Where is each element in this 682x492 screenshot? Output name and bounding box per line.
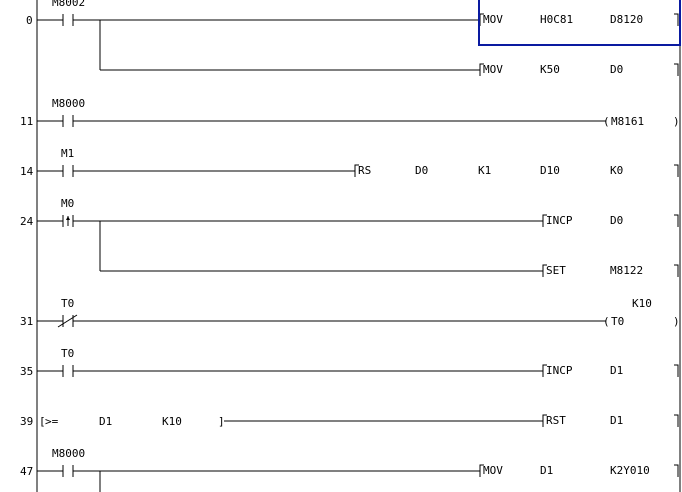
compare-bracket-left: [ bbox=[39, 415, 46, 428]
bracket-right bbox=[674, 464, 679, 477]
step-number: 35 bbox=[20, 365, 33, 378]
output-coil[interactable]: (T0) K10 bbox=[73, 297, 680, 328]
instruction-operand: D0 bbox=[415, 164, 428, 177]
step-number: 31 bbox=[20, 315, 33, 328]
rung-24[interactable]: 24 M0 INCP D0 SET M8122 bbox=[20, 197, 679, 277]
output-coil[interactable]: (M8161) bbox=[73, 115, 680, 128]
bracket-left bbox=[542, 364, 547, 377]
coil-right: ) bbox=[673, 315, 680, 328]
step-number: 47 bbox=[20, 465, 33, 478]
instruction-operand: K50 bbox=[540, 63, 560, 76]
bracket-right bbox=[674, 264, 679, 277]
instruction-incp[interactable]: INCP D0 bbox=[73, 214, 679, 271]
instruction-operand: M8122 bbox=[610, 264, 643, 277]
instruction-operand: D8120 bbox=[610, 13, 643, 26]
compare-operand: K10 bbox=[162, 415, 182, 428]
coil-left: ( bbox=[603, 115, 610, 128]
rung-11[interactable]: 11 M8000 (M8161) bbox=[20, 97, 680, 128]
step-number: 39 bbox=[20, 415, 33, 428]
contact-no-icon[interactable] bbox=[62, 14, 74, 26]
instruction-op: MOV bbox=[483, 13, 503, 26]
bracket-left bbox=[542, 214, 547, 227]
instruction-operand: D1 bbox=[540, 464, 553, 477]
rung-14[interactable]: 14 M1 RS D0 K1 D10 K0 bbox=[20, 147, 679, 178]
instruction-operand: K1 bbox=[478, 164, 491, 177]
rung-47[interactable]: 47 M8000 MOV D1 K2Y010 bbox=[20, 447, 679, 492]
bracket-left bbox=[542, 414, 547, 427]
instruction-mov[interactable]: MOV D1 K2Y010 bbox=[73, 464, 679, 492]
contact-label: M0 bbox=[61, 197, 74, 210]
instruction-set[interactable]: SET M8122 bbox=[99, 221, 679, 277]
bracket-right bbox=[674, 63, 679, 76]
bracket-left bbox=[479, 464, 484, 477]
rung-39[interactable]: 39 [>= D1 K10] RST D1 bbox=[20, 414, 679, 428]
contact-no-icon[interactable] bbox=[62, 165, 74, 177]
compare-operand: D1 bbox=[99, 415, 112, 428]
contact-no-icon[interactable] bbox=[62, 115, 74, 127]
instruction-operand: H0C81 bbox=[540, 13, 573, 26]
contact-rise-icon[interactable] bbox=[62, 215, 74, 227]
bracket-right bbox=[674, 364, 679, 377]
compare-bracket-right: ] bbox=[218, 415, 225, 428]
contact-no-icon[interactable] bbox=[62, 465, 74, 477]
coil-label: M8161 bbox=[611, 115, 644, 128]
instruction-operand: D10 bbox=[540, 164, 560, 177]
instruction-operand: K0 bbox=[610, 164, 623, 177]
rung-35[interactable]: 35 T0 INCP D1 bbox=[20, 347, 679, 378]
nc-slash bbox=[57, 314, 78, 328]
instruction-operand: D0 bbox=[610, 214, 623, 227]
bracket-left bbox=[479, 63, 484, 76]
contact-label: T0 bbox=[61, 347, 74, 360]
instruction-operand: D0 bbox=[610, 63, 623, 76]
step-number: 14 bbox=[20, 165, 34, 178]
timer-setting: K10 bbox=[632, 297, 652, 310]
coil-label: T0 bbox=[611, 315, 624, 328]
instruction-op: RS bbox=[358, 164, 371, 177]
instruction-incp[interactable]: INCP D1 bbox=[73, 364, 679, 377]
instruction-op: INCP bbox=[546, 214, 573, 227]
instruction-operand: D1 bbox=[610, 414, 623, 427]
instruction-op: SET bbox=[546, 264, 566, 277]
selection-cursor[interactable] bbox=[478, 0, 681, 46]
contact-label: T0 bbox=[61, 297, 74, 310]
compare-operator: >= bbox=[45, 415, 59, 428]
instruction-mov[interactable]: MOV H0C81 D8120 bbox=[73, 0, 681, 70]
instruction-rs[interactable]: RS D0 K1 D10 K0 bbox=[73, 164, 679, 177]
bracket-left bbox=[542, 264, 547, 277]
step-number: 11 bbox=[20, 115, 33, 128]
bracket-right bbox=[674, 414, 679, 427]
rise-arrow-head bbox=[66, 216, 70, 220]
rung-0[interactable]: 0 M8002 MOV H0C81 D8120 MOV K50 D0 bbox=[26, 0, 681, 76]
bracket-left bbox=[354, 164, 359, 177]
instruction-op: MOV bbox=[483, 464, 503, 477]
instruction-operand: D1 bbox=[610, 364, 623, 377]
instruction-op: INCP bbox=[546, 364, 573, 377]
coil-right: ) bbox=[673, 115, 680, 128]
instruction-rst[interactable]: RST D1 bbox=[224, 414, 679, 427]
coil-left: ( bbox=[603, 315, 610, 328]
contact-label: M8002 bbox=[52, 0, 85, 9]
contact-label: M8000 bbox=[52, 97, 85, 110]
bracket-right bbox=[674, 13, 679, 26]
bracket-right bbox=[674, 214, 679, 227]
contact-label: M8000 bbox=[52, 447, 85, 460]
step-number: 0 bbox=[26, 14, 33, 27]
contact-no-icon[interactable] bbox=[62, 365, 74, 377]
instruction-op: RST bbox=[546, 414, 566, 427]
bracket-right bbox=[674, 164, 679, 177]
instruction-operand: K2Y010 bbox=[610, 464, 650, 477]
step-number: 24 bbox=[20, 215, 34, 228]
instruction-mov[interactable]: MOV K50 D0 bbox=[99, 20, 679, 76]
contact-label: M1 bbox=[61, 147, 74, 160]
instruction-op: MOV bbox=[483, 63, 503, 76]
